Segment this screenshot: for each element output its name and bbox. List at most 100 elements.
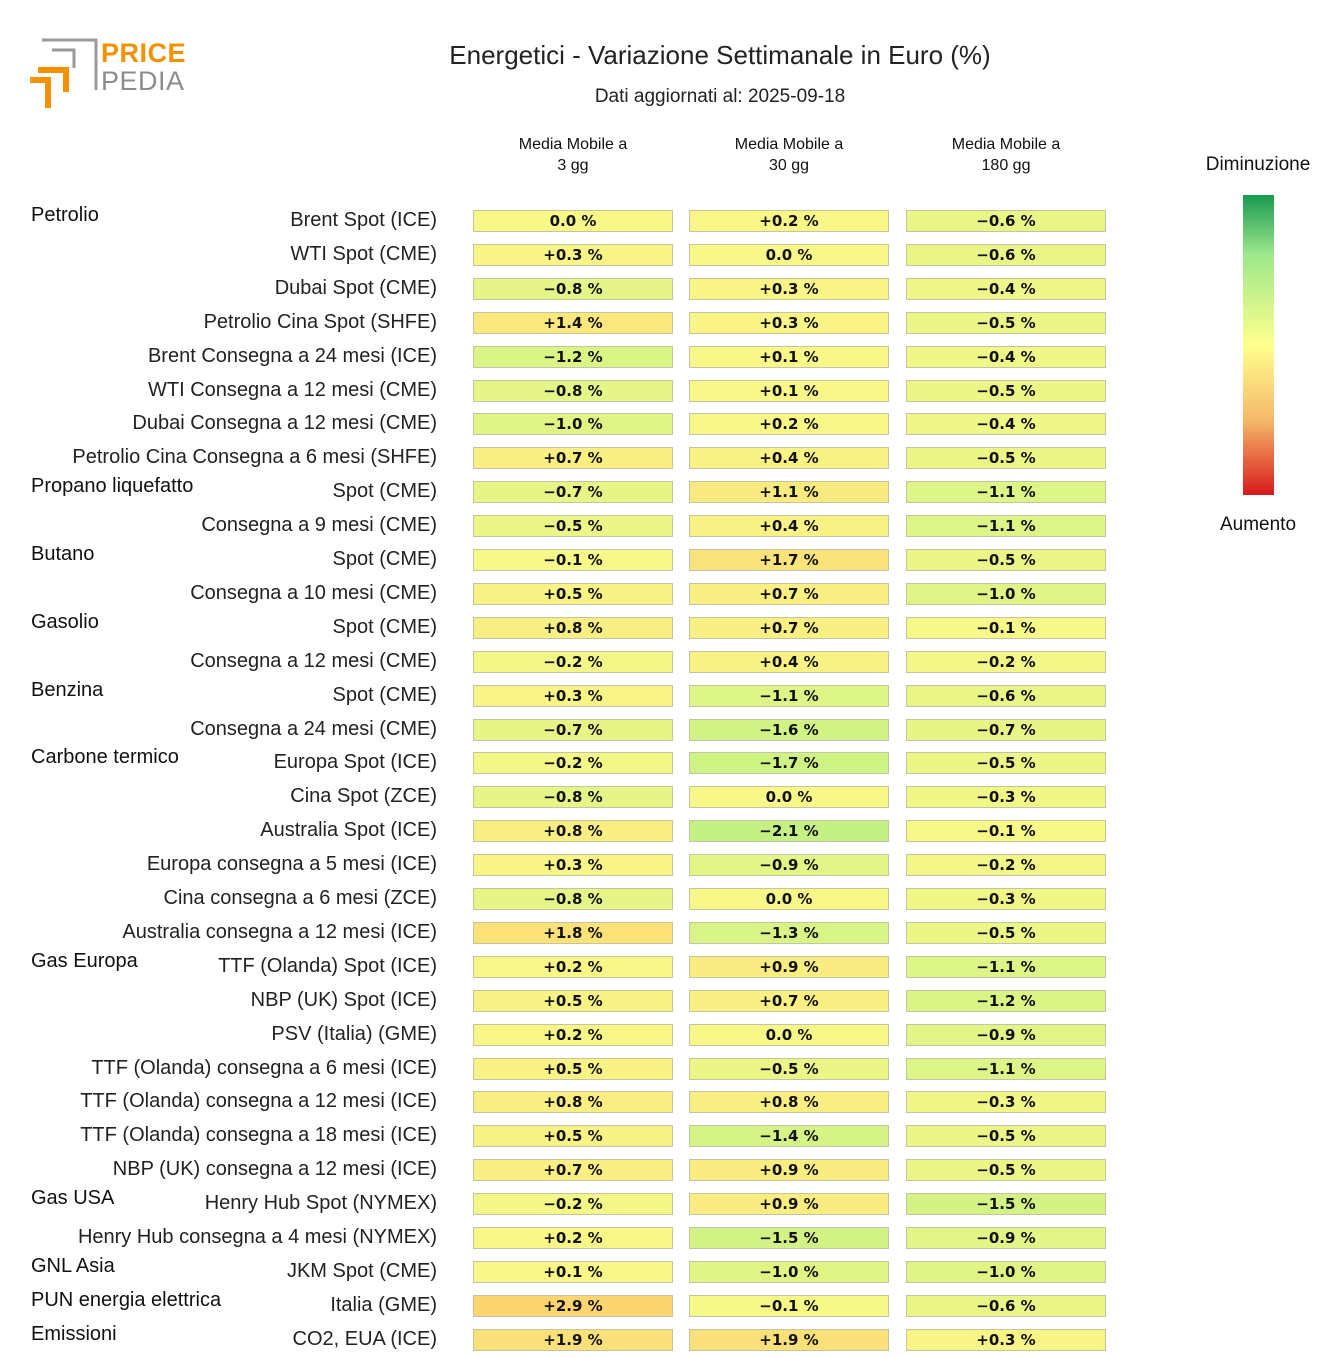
row-label: Europa consegna a 5 mesi (ICE) [146, 853, 437, 876]
value-cell: +0.4 % [689, 447, 889, 470]
value-cell: −0.7 % [473, 481, 673, 504]
value-cell: +0.3 % [473, 243, 673, 266]
value-cell: 0.0 % [689, 888, 889, 910]
value-cell: −0.8 % [473, 379, 673, 402]
value-cell: −0.1 % [473, 549, 673, 571]
value-cell: 0.0 % [689, 786, 889, 809]
value-cell: +0.2 % [689, 210, 889, 232]
value-cell: −0.8 % [473, 786, 673, 809]
value-cell: +1.8 % [473, 921, 673, 944]
value-cell: −1.6 % [689, 718, 889, 741]
value-cell: 0.0 % [689, 243, 889, 266]
value-cell: +0.7 % [689, 582, 889, 605]
row-label: Spot (CME) [332, 480, 437, 503]
value-cell: +1.1 % [689, 481, 889, 504]
row-label: Spot (CME) [332, 683, 437, 706]
value-cell: +0.3 % [689, 277, 889, 300]
value-cell: −0.3 % [906, 888, 1106, 910]
column-header: Media Mobile a 30 gg [734, 136, 844, 174]
value-cell: −1.0 % [906, 1260, 1106, 1283]
value-cell: 0.0 % [689, 1023, 889, 1046]
value-cell: +0.4 % [689, 515, 889, 538]
value-cell: −0.2 % [473, 752, 673, 775]
value-cell: −0.1 % [906, 820, 1106, 843]
value-cell: −0.4 % [906, 277, 1106, 300]
group-label: GNL Asia [31, 1254, 115, 1277]
value-cell: −0.5 % [473, 515, 673, 538]
row-label: JKM Spot (CME) [286, 1259, 437, 1282]
value-cell: −1.1 % [906, 515, 1106, 538]
value-cell: +0.2 % [689, 413, 889, 436]
column-header: Media Mobile a 180 gg [951, 136, 1061, 174]
value-cell: −1.2 % [473, 345, 673, 368]
value-cell: +0.3 % [906, 1328, 1106, 1351]
value-cell: +1.7 % [689, 549, 889, 571]
value-cell: +1.9 % [689, 1328, 889, 1351]
value-cell: −1.0 % [906, 582, 1106, 605]
value-cell: −1.1 % [906, 1057, 1106, 1080]
value-cell: −0.9 % [906, 1023, 1106, 1046]
group-label: Benzina [31, 678, 104, 701]
chart-subtitle: Dati aggiornati al: 2025-09-18 [594, 86, 846, 107]
value-cell: −0.9 % [906, 1227, 1106, 1249]
group-label: Emissioni [31, 1322, 117, 1345]
value-cell: −0.2 % [473, 1193, 673, 1216]
row-label: Dubai Spot (CME) [274, 276, 437, 299]
value-cell: −0.6 % [906, 210, 1106, 232]
value-cell: −0.2 % [906, 650, 1106, 673]
row-label: NBP (UK) consegna a 12 mesi (ICE) [112, 1158, 437, 1181]
legend-bottom-label: Aumento [1219, 514, 1297, 535]
value-cell: −0.7 % [473, 718, 673, 741]
row-label: NBP (UK) Spot (ICE) [250, 988, 437, 1011]
value-cell: −1.0 % [473, 413, 673, 436]
value-cell: −1.1 % [689, 684, 889, 707]
group-label: Butano [31, 543, 95, 565]
row-label: Consegna a 12 mesi (CME) [190, 649, 437, 672]
row-label: Spot (CME) [332, 615, 437, 638]
value-cell: +0.7 % [473, 1159, 673, 1182]
value-cell: −0.2 % [473, 650, 673, 673]
value-cell: +0.1 % [689, 379, 889, 402]
legend-colorbar [1243, 195, 1274, 495]
pricepedia-logo: PRICE PEDIA [28, 36, 198, 112]
value-cell: +0.8 % [473, 616, 673, 639]
chart-title: Energetici - Variazione Settimanale in E… [449, 40, 991, 70]
row-label: Brent Consegna a 24 mesi (ICE) [147, 344, 437, 367]
value-cell: −0.5 % [906, 311, 1106, 334]
value-cell: +0.3 % [473, 854, 673, 877]
row-label: Consegna a 9 mesi (CME) [201, 514, 437, 537]
value-cell: −0.6 % [906, 684, 1106, 707]
value-cell: −1.2 % [906, 989, 1106, 1012]
group-label: Carbone termico [31, 746, 179, 769]
logo-text-price: PRICE [101, 38, 187, 68]
value-cell: +0.1 % [473, 1260, 673, 1283]
value-cell: −1.0 % [689, 1260, 889, 1283]
value-cell: +0.7 % [689, 616, 889, 639]
row-label: Australia consegna a 12 mesi (ICE) [122, 920, 437, 943]
value-cell: −0.6 % [906, 1294, 1106, 1317]
value-cell: +0.8 % [689, 1091, 889, 1114]
value-cell: −1.3 % [689, 921, 889, 944]
value-cell: +1.4 % [473, 311, 673, 334]
value-cell: +0.5 % [473, 582, 673, 605]
value-cell: −1.7 % [689, 752, 889, 775]
value-cell: −1.5 % [906, 1193, 1106, 1216]
value-cell: +0.3 % [689, 311, 889, 334]
row-label: TTF (Olanda) consegna a 18 mesi (ICE) [80, 1124, 437, 1147]
row-label: Cina consegna a 6 mesi (ZCE) [163, 887, 437, 909]
value-cell: +0.7 % [689, 989, 889, 1012]
value-cell: −0.5 % [906, 921, 1106, 944]
value-cell: −0.5 % [906, 1125, 1106, 1148]
group-label: Gas USA [31, 1187, 115, 1210]
row-label: Henry Hub consegna a 4 mesi (NYMEX) [77, 1226, 437, 1248]
value-cell: −0.3 % [906, 1091, 1106, 1114]
value-cell: −0.5 % [906, 1159, 1106, 1182]
value-cell: +0.2 % [473, 1023, 673, 1046]
row-label: WTI Consegna a 12 mesi (CME) [148, 378, 437, 401]
value-cell: −0.5 % [906, 549, 1106, 571]
value-cell: +0.7 % [473, 447, 673, 470]
row-label: Consegna a 10 mesi (CME) [190, 581, 437, 604]
value-cell: −0.7 % [906, 718, 1106, 741]
row-label: TTF (Olanda) Spot (ICE) [218, 954, 437, 977]
row-label: Petrolio Cina Spot (SHFE) [203, 310, 437, 333]
